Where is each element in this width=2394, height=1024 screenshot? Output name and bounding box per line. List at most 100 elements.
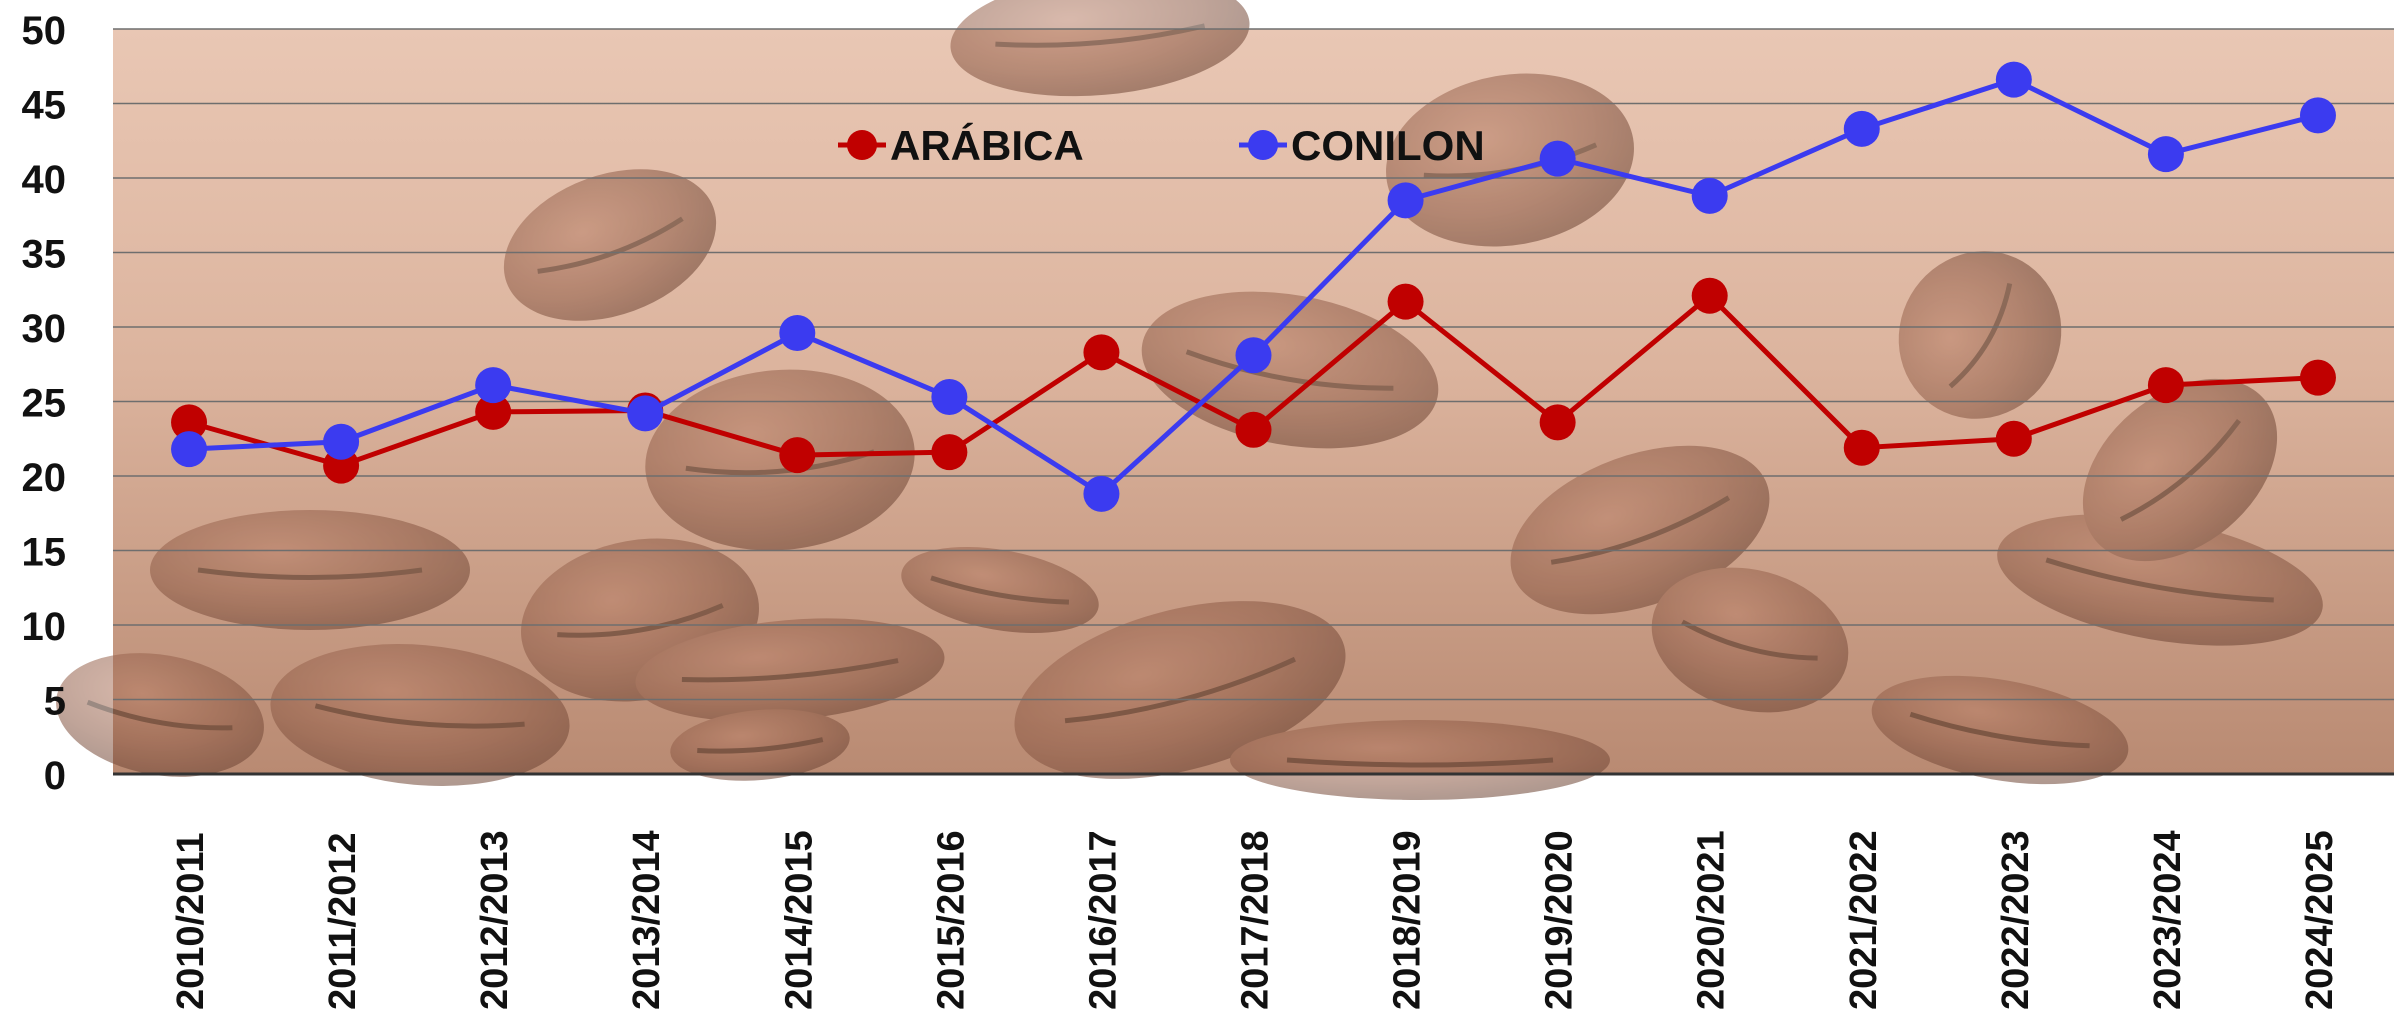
- data-point: [2147, 136, 2184, 173]
- y-tick-label: 0: [44, 754, 66, 798]
- coffee-bean: [950, 0, 1250, 97]
- coffee-bean-body: [1871, 675, 2129, 785]
- x-tick-label: 2018/2019: [1387, 830, 1429, 1010]
- data-point: [1539, 404, 1576, 441]
- coffee-bean-crease: [86, 699, 233, 731]
- x-tick-label: 2020/2021: [1691, 830, 1733, 1010]
- legend-label: ARÁBICA: [890, 122, 1084, 169]
- coffee-bean-body: [1386, 73, 1634, 247]
- coffee-bean: [1898, 251, 2062, 419]
- legend-item: ARÁBICA: [838, 122, 1084, 169]
- data-point: [1235, 411, 1272, 448]
- data-point: [2147, 367, 2184, 404]
- coffee-bean: [270, 644, 570, 786]
- coffee-bean: [670, 709, 850, 781]
- legend-marker: [847, 130, 877, 160]
- coffee-bean-crease: [697, 737, 824, 754]
- coffee-bean-body: [1014, 601, 1346, 779]
- x-tick-label: 2016/2017: [1082, 830, 1124, 1010]
- coffee-bean-crease: [1185, 349, 1394, 391]
- coffee-bean-body: [1997, 514, 2323, 646]
- data-point: [171, 404, 208, 441]
- coffee-bean-crease: [930, 575, 1070, 605]
- data-point: [1083, 334, 1120, 371]
- series-conilon: [171, 61, 2336, 512]
- gridlines: [113, 28, 2394, 776]
- coffee-bean-crease: [1909, 711, 2090, 749]
- data-point: [2299, 97, 2336, 134]
- x-tick-label: 2012/2013: [474, 830, 516, 1010]
- coffee-bean: [1651, 567, 1849, 713]
- y-tick-label: 25: [22, 382, 67, 426]
- data-point: [1843, 110, 1880, 147]
- y-tick-label: 45: [22, 84, 67, 128]
- data-point: [1995, 420, 2032, 457]
- coffee-bean-body: [56, 653, 264, 777]
- x-tick-label: 2011/2012: [322, 832, 364, 1010]
- series-layer: [171, 61, 2336, 512]
- coffee-bean-crease: [314, 703, 525, 729]
- data-point: [171, 431, 208, 468]
- y-tick-label: 20: [22, 456, 67, 500]
- coffee-bean-crease: [681, 658, 899, 683]
- coffee-bean-crease: [1550, 495, 1731, 565]
- coffee-bean: [1997, 514, 2323, 646]
- x-tick-label: 2013/2014: [626, 830, 668, 1010]
- legend-label: CONILON: [1291, 122, 1485, 169]
- coffee-bean: [901, 546, 1099, 634]
- coffee-bean: [1230, 720, 1610, 800]
- coffee-bean-body: [950, 0, 1250, 97]
- data-point: [779, 314, 816, 351]
- x-tick-label: 2010/2011: [170, 832, 212, 1010]
- y-tick-label: 15: [22, 531, 67, 575]
- coffee-bean-crease: [2045, 557, 2274, 603]
- data-point: [627, 395, 664, 432]
- coffee-bean-crease: [685, 449, 875, 476]
- legend-marker: [1248, 130, 1278, 160]
- coffee-bean-crease: [1286, 757, 1554, 768]
- x-tick-label: 2022/2023: [1995, 830, 2037, 1010]
- coffee-bean: [56, 653, 264, 777]
- coffee-bean-crease: [2119, 419, 2241, 522]
- x-tick-label: 2024/2025: [2299, 830, 2341, 1010]
- coffee-bean-crease: [1681, 619, 1818, 661]
- y-tick-label: 50: [22, 9, 67, 53]
- coffee-bean-body: [1651, 567, 1849, 713]
- x-tick-label: 2021/2022: [1843, 830, 1885, 1010]
- coffee-bean-body: [270, 644, 570, 786]
- data-point: [1235, 337, 1272, 374]
- coffee-bean-body: [1898, 251, 2062, 419]
- x-axis-tick-labels: 2010/2011 2011/2012 2012/2013 2013/2014 2014…: [170, 830, 2341, 1010]
- coffee-bean-body: [150, 510, 470, 630]
- y-tick-label: 30: [22, 307, 67, 351]
- data-point: [475, 393, 512, 430]
- y-tick-label: 10: [22, 605, 67, 649]
- y-tick-label: 35: [22, 233, 67, 277]
- data-point: [1387, 283, 1424, 320]
- coffee-bean: [2082, 378, 2278, 562]
- data-point: [1691, 277, 1728, 314]
- coffee-bean-body: [635, 618, 945, 722]
- data-point: [931, 379, 968, 416]
- y-tick-label: 5: [44, 680, 66, 724]
- data-point: [1387, 182, 1424, 219]
- data-point: [1995, 61, 2032, 98]
- coffee-bean-crease: [557, 603, 724, 638]
- coffee-bean-body: [503, 169, 717, 321]
- coffee-bean-crease: [1948, 282, 2013, 389]
- coffee-bean: [635, 618, 945, 722]
- x-tick-label: 2023/2024: [2147, 830, 2189, 1010]
- coffee-bean-crease: [197, 567, 423, 580]
- data-point: [2299, 359, 2336, 396]
- legend: ARÁBICA CONILON: [838, 122, 1485, 169]
- data-point: [779, 437, 816, 474]
- coffee-bean: [150, 510, 470, 630]
- coffee-bean: [1871, 675, 2129, 785]
- data-point: [1083, 475, 1120, 512]
- x-tick-label: 2015/2016: [930, 830, 972, 1010]
- y-tick-label: 40: [22, 158, 67, 202]
- coffee-bean-crease: [995, 23, 1206, 48]
- data-point: [931, 434, 968, 471]
